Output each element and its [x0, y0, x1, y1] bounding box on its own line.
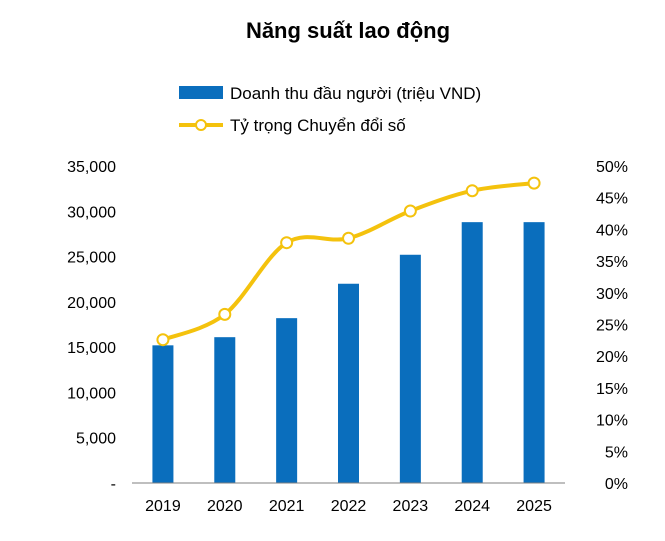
chart-title: Năng suất lao động — [246, 18, 450, 43]
line-point — [280, 236, 294, 250]
y-left-tick-label: 25,000 — [67, 250, 116, 267]
y-left-tick-label: 20,000 — [67, 295, 116, 312]
y-left-tick-label: - — [111, 476, 116, 493]
y-left-tick-label: 30,000 — [67, 204, 116, 221]
line-markers — [156, 176, 541, 347]
y-left-tick-label: 35,000 — [67, 159, 116, 176]
legend-label-line: Tỷ trọng Chuyển đổi số — [230, 116, 406, 135]
y-right-tick-label: 45% — [596, 191, 628, 208]
line-point — [403, 204, 417, 218]
legend-swatch-bar — [179, 86, 223, 99]
x-tick-label: 2019 — [145, 498, 181, 515]
y-right-tick-label: 15% — [596, 381, 628, 398]
x-tick-label: 2025 — [516, 498, 552, 515]
legend: Doanh thu đầu người (triệu VND) Tỷ trọng… — [179, 84, 481, 135]
x-tick-label: 2021 — [269, 498, 305, 515]
y-left-tick-label: 15,000 — [67, 340, 116, 357]
x-tick-label: 2020 — [207, 498, 243, 515]
bar — [338, 283, 359, 483]
bar-series — [152, 222, 545, 483]
line-point — [527, 176, 541, 190]
x-tick-label: 2024 — [454, 498, 490, 515]
line-point — [342, 231, 355, 245]
x-tick-label: 2023 — [393, 498, 429, 515]
y-right-tick-label: 30% — [596, 286, 628, 303]
bar — [399, 254, 421, 483]
y-right-tick-label: 5% — [605, 444, 628, 461]
line-point — [218, 307, 232, 321]
y-right-tick-label: 0% — [605, 476, 628, 493]
y-right-tick-label: 35% — [596, 254, 628, 271]
bar — [461, 222, 483, 483]
line-point — [465, 184, 479, 198]
x-tick-label: 2022 — [331, 498, 367, 515]
y-right-tick-label: 40% — [596, 222, 628, 239]
legend-label-bar: Doanh thu đầu người (triệu VND) — [230, 84, 481, 103]
bar — [523, 222, 545, 483]
y-right-tick-label: 25% — [596, 318, 628, 335]
legend-swatch-marker — [195, 119, 207, 131]
y-right-tick-label: 10% — [596, 413, 628, 430]
y-axis-left: - 5,000 10,000 15,000 20,000 25,000 30,000 35,0… — [67, 159, 116, 493]
bar — [214, 337, 236, 483]
y-right-tick-label: 20% — [596, 349, 628, 366]
bar — [276, 318, 298, 483]
y-left-tick-label: 10,000 — [67, 385, 116, 402]
y-left-tick-label: 5,000 — [76, 431, 116, 448]
line-point — [156, 333, 170, 347]
bar — [152, 345, 174, 483]
x-axis: 2019 2020 2021 2022 2023 2024 2025 — [145, 498, 552, 515]
y-right-tick-label: 50% — [596, 159, 628, 176]
y-axis-right: 0% 5% 10% 15% 20% 25% 30% 35% 40% 45% 50% — [596, 159, 628, 493]
